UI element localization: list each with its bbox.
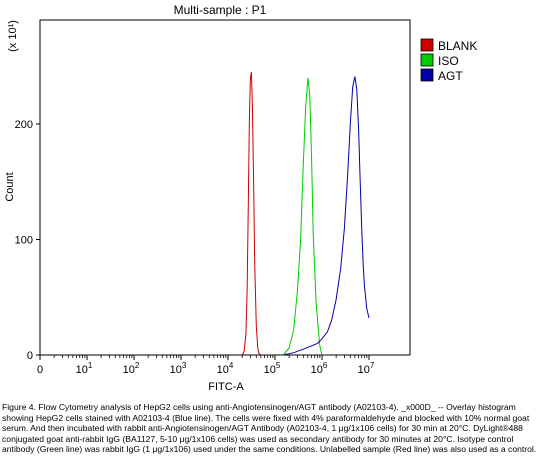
x-tick-label: 103 — [170, 361, 187, 376]
x-tick-label: 0 — [37, 364, 43, 376]
x-tick-label: 107 — [358, 361, 375, 376]
y-multiplier-label: (x 10¹) — [7, 20, 19, 52]
legend-label-iso: ISO — [438, 54, 459, 68]
y-tick-label: 100 — [15, 234, 33, 246]
legend-swatch-blank — [420, 38, 434, 52]
legend-label-blank: BLANK — [438, 39, 477, 53]
legend-swatch-agt — [420, 68, 434, 82]
legend-swatch-iso — [420, 53, 434, 67]
x-tick-label: 101 — [76, 361, 93, 376]
x-tick-label: 106 — [311, 361, 328, 376]
y-tick-label: 200 — [15, 119, 33, 131]
plot-frame — [39, 19, 411, 356]
series-line-blank — [241, 71, 262, 356]
series-line-iso — [282, 77, 323, 356]
y-tick-label: 0 — [27, 350, 33, 362]
series-line-agt — [283, 76, 370, 356]
x-tick-label: 102 — [123, 361, 140, 376]
chart-title: Multi-sample : P1 — [174, 3, 267, 17]
x-tick-label: 105 — [264, 361, 281, 376]
x-tick-label: 104 — [217, 361, 234, 376]
x-axis-label: FITC-A — [208, 381, 244, 393]
legend-label-agt: AGT — [438, 69, 463, 83]
figure-caption: Figure 4. Flow Cytometry analysis of Hep… — [2, 402, 537, 455]
y-axis-label: Count — [4, 172, 16, 201]
